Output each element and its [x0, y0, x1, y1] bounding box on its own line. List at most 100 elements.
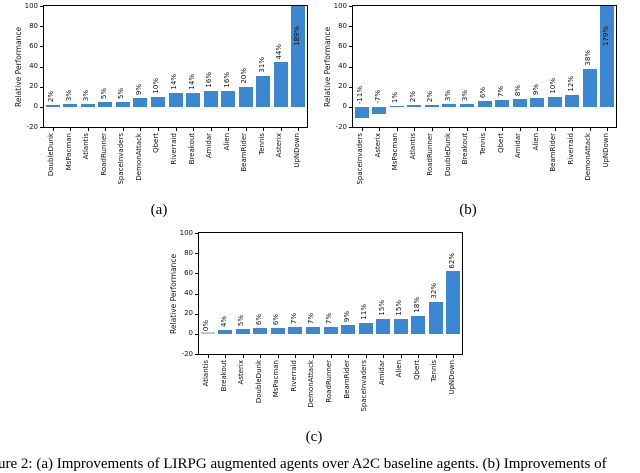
y-tick-label: 60 [29, 41, 38, 50]
bar-value-label: 0% [202, 319, 211, 331]
category-label-Amidar: Amidar [377, 360, 386, 386]
bar-Qbert [495, 99, 510, 107]
x-tick-mark [431, 128, 433, 131]
x-tick-mark [400, 355, 402, 358]
category-label-Alien: Alien [222, 133, 231, 151]
category-label-BeamRider: BeamRider [240, 133, 249, 172]
x-tick-mark [245, 128, 247, 131]
x-tick-mark [207, 355, 209, 358]
subplot-a: Relative Performance 2% 3% 3% 5% 5% 9% 10% 14% 1… [8, 0, 310, 230]
category-label-DoubleDunk: DoubleDunk [254, 360, 263, 404]
x-tick-mark [453, 355, 455, 358]
category-label-Asterix: Asterix [373, 133, 382, 158]
bar-DemonAttack [133, 97, 148, 107]
bar-value-label: 20% [240, 68, 249, 84]
bar-value-label: 9% [134, 83, 143, 95]
plot-area-c: 0% 4% 5% 6% 6% 7% 7% 7% 9% 11% 15% 15% 18% 32% 62% [198, 232, 463, 355]
bar-value-label: 5% [99, 87, 108, 99]
bar-MsPacman [270, 327, 285, 334]
x-tick-mark [502, 128, 504, 131]
y-tick-label: 80 [29, 21, 38, 30]
category-label-BeamRider: BeamRider [342, 360, 351, 399]
category-label-Amidar: Amidar [514, 133, 523, 159]
category-label-Qbert: Qbert [496, 133, 505, 153]
category-label-Riverraid: Riverraid [566, 133, 575, 165]
x-tick-mark [330, 355, 332, 358]
bar-Asterix [235, 328, 250, 334]
bar-Alien [530, 97, 545, 107]
bar-value-label: 7% [289, 312, 298, 324]
category-label-RoadRunner: RoadRunner [325, 360, 333, 403]
bar-Tennis [428, 301, 443, 334]
y-tick-label: 40 [29, 62, 38, 70]
bar-Amidar [512, 98, 527, 107]
x-tick-mark [449, 128, 451, 131]
category-label-Tennis: Tennis [430, 360, 439, 382]
bar-Alien [393, 318, 408, 334]
bar-BeamRider [341, 324, 356, 334]
bar-Atlantis [407, 104, 422, 107]
category-label-Asterix: Asterix [275, 133, 284, 158]
category-label-DoubleDunk: DoubleDunk [443, 133, 452, 177]
y-tick-mark [195, 273, 198, 275]
y-tick-label: 40 [338, 62, 347, 70]
bar-DoubleDunk [442, 103, 457, 107]
bar-value-label: 3% [461, 89, 470, 101]
bar-value-label: 11% [360, 304, 369, 320]
x-tick-mark [52, 128, 54, 131]
category-label-Alien: Alien [531, 133, 540, 151]
bar-Asterix [273, 62, 288, 107]
bar-value-label: 7% [496, 85, 505, 97]
bar-Tennis [256, 75, 271, 107]
bar-value-label: 16% [222, 72, 231, 88]
y-tick-mark [195, 354, 198, 355]
bar-Amidar [376, 318, 391, 334]
y-tick-mark [349, 66, 352, 68]
bar-DemonAttack [305, 326, 320, 334]
category-label-UpNDown: UpNDown [601, 133, 610, 168]
bar-MsPacman [63, 103, 78, 107]
y-tick-mark [40, 6, 43, 7]
x-tick-mark [348, 355, 350, 358]
bar-value-label: 6% [272, 313, 281, 325]
bar-Breakout [218, 329, 233, 334]
bar-value-label: 5% [117, 87, 126, 99]
x-tick-mark [418, 355, 420, 358]
x-tick-mark [87, 128, 89, 131]
x-tick-mark [361, 128, 363, 131]
bar-value-label: 15% [377, 300, 386, 316]
category-label-RoadRunner: RoadRunner [99, 133, 108, 176]
bar-value-label: 18% [412, 297, 421, 313]
bar-value-label: 14% [187, 74, 196, 90]
bar-value-label: 3% [64, 89, 73, 101]
y-tick-mark [195, 233, 198, 234]
bar-DoubleDunk [253, 327, 268, 334]
x-tick-mark [435, 355, 437, 358]
bar-MsPacman [389, 105, 404, 107]
y-tick-label: 40 [184, 289, 193, 297]
category-label-Atlantis: Atlantis [408, 133, 417, 160]
bar-value-label: 7% [307, 312, 316, 324]
category-label-SpaceInvaders: SpaceInvaders [117, 133, 126, 185]
bar-RoadRunner [424, 104, 439, 107]
y-tick-label: -20 [181, 349, 193, 358]
y-tick-mark [349, 127, 352, 128]
category-label-DemonAttack: DemonAttack [134, 133, 143, 181]
x-tick-mark [175, 128, 177, 131]
plot-area-b: -11% -7% 1% 2% 2% 3% 3% 6% 7% 8% 9% 10% 12% 38% 179% [352, 5, 617, 128]
subplot-b: Relative Performance -11% -7% 1% 2% 2% 3% 3% 6%… [317, 0, 619, 230]
x-tick-mark [280, 128, 282, 131]
category-label-SpaceInvaders: SpaceInvaders [356, 133, 365, 185]
x-tick-mark [396, 128, 398, 131]
x-tick-mark [70, 128, 72, 131]
category-label-Breakout: Breakout [461, 133, 470, 165]
x-tick-mark [519, 128, 521, 131]
x-tick-mark [140, 128, 142, 131]
bar-SpaceInvaders [115, 101, 130, 107]
bar-value-label: 4% [219, 315, 228, 327]
x-tick-mark [157, 128, 159, 131]
x-tick-mark [263, 128, 265, 131]
y-tick-label: 0 [188, 329, 193, 338]
x-tick-mark [105, 128, 107, 131]
y-tick-label: 100 [179, 228, 193, 237]
